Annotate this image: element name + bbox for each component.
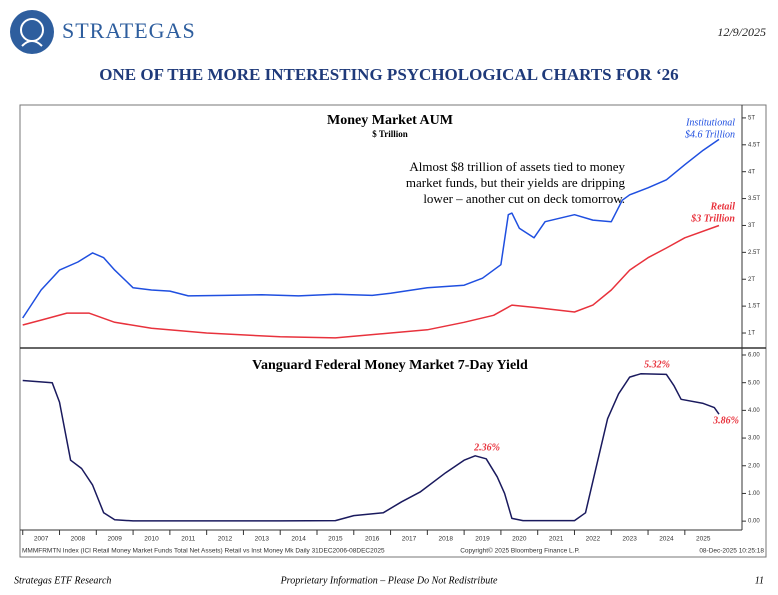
x-tick-label: 2019 [475, 536, 490, 543]
y-tick-label: 2.5T [748, 250, 760, 256]
chart-subtitle: $ Trillion [372, 129, 407, 139]
x-tick-label: 2015 [328, 536, 343, 543]
page-number: 11 [755, 575, 764, 586]
footer-center: Proprietary Information – Please Do Not … [280, 575, 498, 586]
annotation: market funds, but their yields are dripp… [406, 175, 626, 190]
annotation: $3 Trillion [690, 213, 735, 224]
x-tick-label: 2013 [255, 536, 270, 543]
x-tick-label: 2023 [622, 536, 637, 543]
x-tick-label: 2014 [291, 536, 306, 543]
chart-title: Money Market AUM [327, 113, 453, 128]
x-tick-label: 2020 [512, 536, 527, 543]
annotation: Institutional [685, 117, 735, 128]
page-title: ONE OF THE MORE INTERESTING PSYCHOLOGICA… [99, 65, 678, 84]
x-tick-label: 2011 [181, 536, 195, 543]
y-tick-label: 3.5T [748, 196, 760, 202]
annotation: 3.86% [712, 415, 739, 426]
x-tick-label: 2010 [144, 536, 159, 543]
series-line [22, 373, 720, 522]
x-tick-label: 2009 [107, 536, 122, 543]
x-tick-label: 2021 [549, 536, 564, 543]
date: 12/9/2025 [717, 25, 766, 39]
annotation: 5.32% [644, 359, 670, 370]
source-note: MMMFRMTN Index (ICI Retail Money Market … [22, 548, 385, 555]
y-tick-label: 4T [748, 169, 755, 175]
timestamp: 08-Dec-2025 10:25:18 [699, 548, 764, 555]
y-tick-label: 2.00 [748, 463, 760, 469]
y-tick-label: 3T [748, 223, 755, 229]
y-tick-label: 6.00 [748, 353, 760, 359]
y-tick-label: 0.00 [748, 519, 760, 525]
y-tick-label: 1T [748, 331, 755, 337]
chart-frame [19, 104, 767, 558]
annotation: 2.36% [473, 442, 500, 453]
y-tick-label: 2T [748, 277, 755, 283]
x-tick-label: 2022 [586, 536, 601, 543]
y-tick-label: 1.00 [748, 491, 760, 497]
annotation: Retail [710, 201, 736, 212]
chart-title: Vanguard Federal Money Market 7-Day Yiel… [252, 358, 528, 373]
x-tick-label: 2025 [696, 536, 711, 543]
brand: STRATEGAS [62, 18, 196, 43]
y-tick-label: 5T [748, 115, 755, 121]
x-tick-label: 2016 [365, 536, 380, 543]
x-tick-label: 2007 [34, 536, 49, 543]
logo [10, 10, 54, 54]
y-tick-label: 4.00 [748, 408, 760, 414]
annotation: lower – another cut on deck tomorrow. [423, 191, 625, 206]
copyright: Copyright© 2025 Bloomberg Finance L.P. [460, 547, 580, 555]
y-tick-label: 5.00 [748, 380, 760, 386]
y-tick-label: 4.5T [748, 142, 760, 148]
annotation: $4.6 Trillion [685, 129, 735, 140]
footer-left: Strategas ETF Research [14, 575, 111, 586]
series-line [22, 224, 720, 339]
x-tick-label: 2017 [402, 536, 417, 543]
x-tick-label: 2018 [439, 536, 454, 543]
annotation: Almost $8 trillion of assets tied to mon… [409, 159, 625, 174]
x-tick-label: 2008 [71, 536, 86, 543]
x-tick-label: 2012 [218, 536, 233, 543]
y-tick-label: 1.5T [748, 304, 760, 310]
y-tick-label: 3.00 [748, 436, 760, 442]
x-tick-label: 2024 [659, 536, 674, 543]
series-line [22, 138, 720, 319]
